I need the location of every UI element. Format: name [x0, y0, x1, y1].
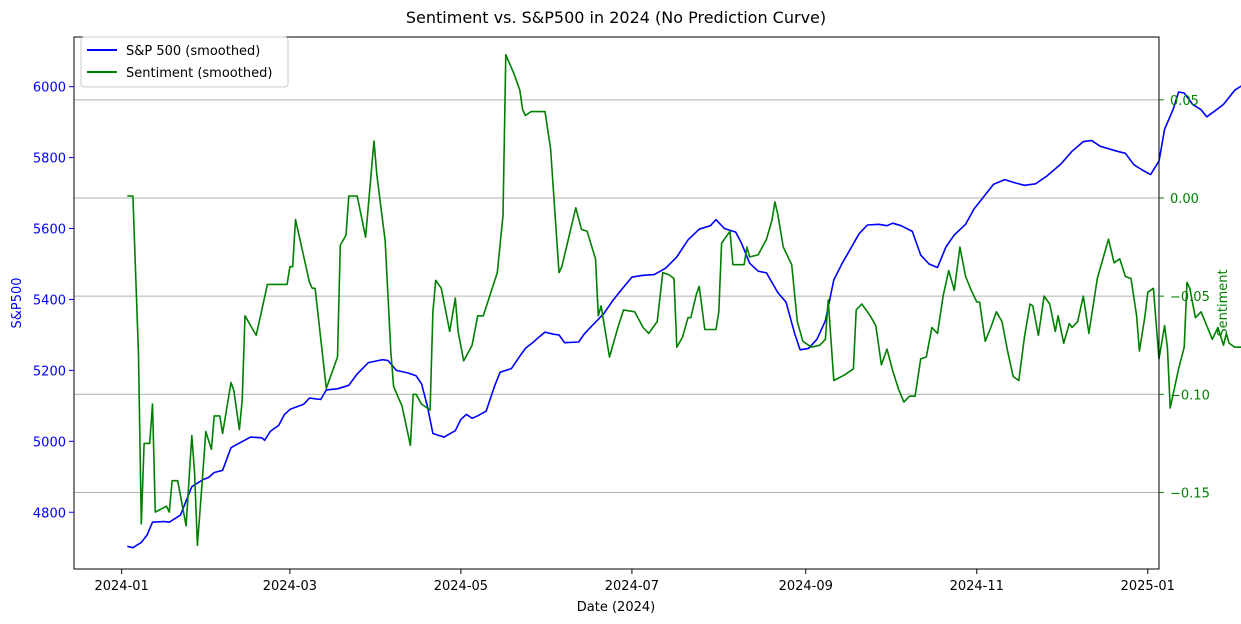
series-line-sp500: [127, 85, 1241, 549]
x-axis-label: Date (2024): [577, 600, 655, 615]
y-right-tick-label: −0.10: [1170, 388, 1210, 403]
y-left-tick-label: 4800: [33, 506, 66, 521]
legend-label-sp500: S&P 500 (smoothed): [126, 44, 260, 59]
legend-label-sentiment: Sentiment (smoothed): [126, 66, 272, 81]
y-axis-left: 4800 5000 5200 5400 5600 5800 6000: [33, 81, 74, 521]
x-tick-label: 2024-01: [94, 579, 148, 594]
x-axis: 2024-01 2024-03 2024-05 2024-07 2024-09 2024-…: [94, 569, 1175, 594]
plot-frame: [73, 36, 1160, 570]
y-right-tick-label: −0.15: [1170, 486, 1210, 501]
y-left-tick-label: 5000: [33, 435, 66, 450]
y-left-tick-label: 6000: [33, 81, 66, 96]
y-right-tick-label: 0.05: [1170, 94, 1199, 109]
chart-title: Sentiment vs. S&P500 in 2024 (No Predict…: [406, 8, 826, 27]
series-line-sentiment: [127, 53, 1241, 547]
y-axis-left-label: S&P500: [10, 277, 25, 328]
y-right-tick-label: 0.00: [1170, 192, 1199, 207]
x-tick-label: 2024-03: [263, 579, 317, 594]
y-axis-right-label: Sentiment: [1216, 269, 1231, 336]
y-right-tick-label: −0.05: [1170, 290, 1210, 305]
legend: S&P 500 (smoothed) Sentiment (smoothed): [80, 36, 289, 88]
y-left-tick-label: 5400: [33, 293, 66, 308]
x-tick-label: 2024-11: [950, 579, 1004, 594]
y-left-tick-label: 5800: [33, 152, 66, 167]
y-left-tick-label: 5600: [33, 223, 66, 238]
x-tick-label: 2024-09: [779, 579, 833, 594]
x-tick-label: 2024-05: [434, 579, 488, 594]
y-left-tick-label: 5200: [33, 364, 66, 379]
legend-frame: [80, 36, 289, 88]
series-lines: [127, 53, 1241, 549]
x-tick-label: 2025-01: [1121, 579, 1175, 594]
x-tick-label: 2024-07: [605, 579, 659, 594]
y-axis-right: −0.15 −0.10 −0.05 0.00 0.05: [1159, 94, 1210, 501]
